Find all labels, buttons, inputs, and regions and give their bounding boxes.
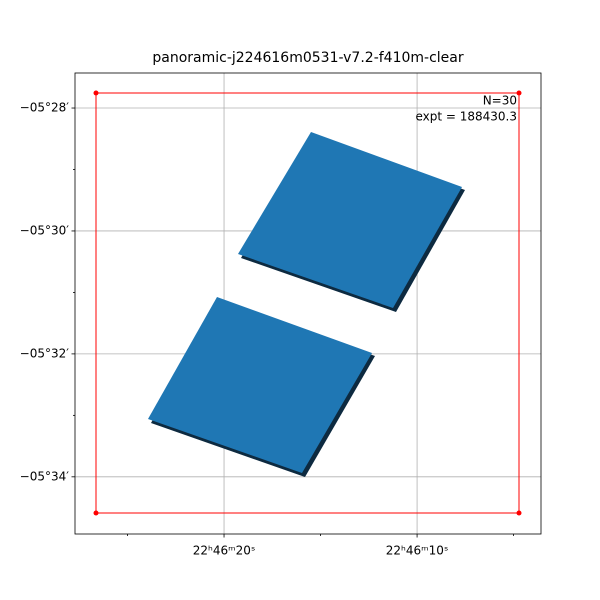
y-tick-label: −05°28′: [20, 101, 70, 115]
footprint: [148, 297, 372, 473]
bbox-corner: [516, 510, 522, 516]
bounding-box: [93, 90, 522, 516]
axes-frame: [74, 72, 542, 535]
y-tick-label: −05°30′: [20, 223, 70, 237]
footprints: [148, 132, 465, 477]
chart-title: panoramic-j224616m0531-v7.2-f410m-clear: [152, 50, 464, 66]
footprint: [238, 132, 462, 308]
annotation: expt = 188430.3: [415, 110, 517, 124]
bbox-corner: [93, 510, 99, 516]
annotation: N=30: [483, 94, 517, 108]
bbox-corner: [516, 90, 522, 96]
x-tick-label: 22ʰ46ᵐ20ˢ: [193, 544, 256, 558]
y-tick-label: −05°34′: [20, 469, 70, 483]
x-tick-label: 22ʰ46ᵐ10ˢ: [386, 544, 449, 558]
bbox-corner: [93, 90, 99, 96]
y-tick-label: −05°32′: [20, 346, 70, 360]
